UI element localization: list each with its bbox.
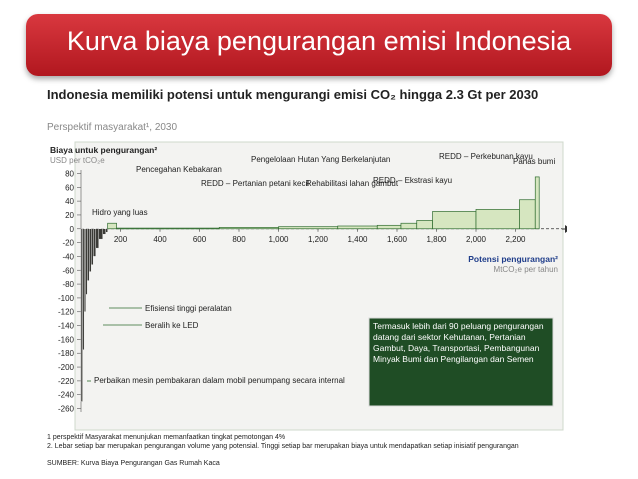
x-tick-label: 1,000 <box>268 235 289 244</box>
footnotes: 1 perspektif Masyarakat menunjukan meman… <box>47 433 519 451</box>
annotation-rehabilitasi: Rehabilitasi lahan gambut <box>306 179 399 188</box>
annotation-efisiensi: Efisiensi tinggi peralatan <box>145 304 232 313</box>
x-axis-title: Potensi pengurangan² <box>468 254 558 264</box>
y-tick-label: 80 <box>65 169 74 178</box>
y-tick-label: 0 <box>70 225 75 234</box>
annotation-perbaikan-mesin: Perbaikan mesin pembakaran dalam mobil p… <box>94 376 345 385</box>
bar <box>337 225 378 230</box>
x-tick-label: 1,200 <box>308 235 329 244</box>
cost-curve-chart: Biaya untuk pengurangan² USD per tCO₂e P… <box>50 141 585 431</box>
annotation-hidro-text: Hidro yang luas <box>92 208 148 217</box>
bar <box>102 228 106 235</box>
bar <box>83 228 86 312</box>
x-tick-label: 600 <box>193 235 207 244</box>
chart-area: Biaya untuk pengurangan² USD per tCO₂e P… <box>47 138 585 438</box>
y-tick-label: -40 <box>62 252 74 261</box>
bar <box>432 211 477 230</box>
y-axis-unit: USD per tCO₂e <box>50 156 105 165</box>
y-tick-label: -200 <box>58 363 75 372</box>
annotation-pencegahan: Pencegahan Kebakaran <box>136 165 222 174</box>
y-tick-label: -100 <box>58 294 75 303</box>
x-tick-label: 1,800 <box>426 235 447 244</box>
annotation-led: Beralih ke LED <box>145 321 199 330</box>
bar <box>85 228 88 295</box>
bar <box>95 228 99 249</box>
annotation-redd-pertanian: REDD – Pertanian petani kecil <box>201 179 309 188</box>
annotation-panas-bumi: Panas bumi <box>513 157 555 166</box>
y-tick-label: 40 <box>65 197 74 206</box>
bar <box>87 228 90 281</box>
bar <box>278 226 339 230</box>
x-tick-label: 1,400 <box>347 235 368 244</box>
bar <box>91 228 94 265</box>
bar <box>475 209 520 230</box>
footnote-2: 2. Lebar setiap bar merupakan penguranga… <box>47 443 519 450</box>
source-note: SUMBER: Kurva Biaya Pengurangan Gas Ruma… <box>47 460 220 467</box>
bar <box>400 222 418 230</box>
bar <box>107 222 117 230</box>
x-tick-label: 2,000 <box>466 235 487 244</box>
y-tick-label: -160 <box>58 335 75 344</box>
x-tick-label: 2,200 <box>505 235 526 244</box>
x-tick-label: 400 <box>153 235 167 244</box>
y-tick-label: 60 <box>65 183 74 192</box>
bar <box>93 228 97 257</box>
bar <box>534 176 540 230</box>
y-tick-label: -260 <box>58 405 75 414</box>
bar <box>105 228 108 233</box>
callout-box: Termasuk lebih dari 90 peluang pengurang… <box>368 317 554 407</box>
y-tick-label: -80 <box>62 280 74 289</box>
y-tick-label: -120 <box>58 308 75 317</box>
footnote-1: 1 perspektif Masyarakat menunjukan meman… <box>47 434 286 441</box>
x-axis-unit: MtCO₂e per tahun <box>494 265 558 274</box>
y-tick-label: -60 <box>62 266 74 275</box>
y-tick-label: -240 <box>58 391 75 400</box>
y-tick-label: -20 <box>62 239 74 248</box>
x-tick-label: 800 <box>232 235 246 244</box>
y-tick-label: -180 <box>58 349 75 358</box>
y-tick-label: -220 <box>58 377 75 386</box>
chart-subhead: Perspektif masyarakat¹, 2030 <box>47 122 178 133</box>
bar <box>116 227 220 230</box>
title-banner: Kurva biaya pengurangan emisi Indonesia <box>26 14 612 76</box>
y-tick-label: -140 <box>58 322 75 331</box>
annotation-hidro: Hidro yang luas <box>92 208 148 217</box>
bar <box>519 199 536 230</box>
bar <box>80 228 83 402</box>
slide-title: Kurva biaya pengurangan emisi Indonesia <box>66 26 572 56</box>
bar <box>218 227 279 230</box>
bar <box>416 220 433 230</box>
callout-text: Termasuk lebih dari 90 peluang pengurang… <box>373 321 544 364</box>
y-tick-label: 20 <box>65 211 74 220</box>
annotation-redd-perkebunan: REDD – Perkebunan kayu <box>439 152 533 161</box>
chart-headline: Indonesia memiliki potensi untuk mengura… <box>47 87 539 102</box>
x-tick-label: 200 <box>114 235 128 244</box>
y-axis-title: Biaya untuk pengurangan² <box>50 145 157 155</box>
bar <box>98 228 103 240</box>
bar <box>376 224 402 230</box>
bar <box>89 228 92 272</box>
bar <box>82 228 85 350</box>
annotation-redd-ekstrasi: REDD – Ekstrasi kayu <box>373 176 452 185</box>
x-tick-label: 1,600 <box>387 235 408 244</box>
annotation-pengelolaan-hutan: Pengelolaan Hutan Yang Berkelanjutan <box>251 155 390 164</box>
